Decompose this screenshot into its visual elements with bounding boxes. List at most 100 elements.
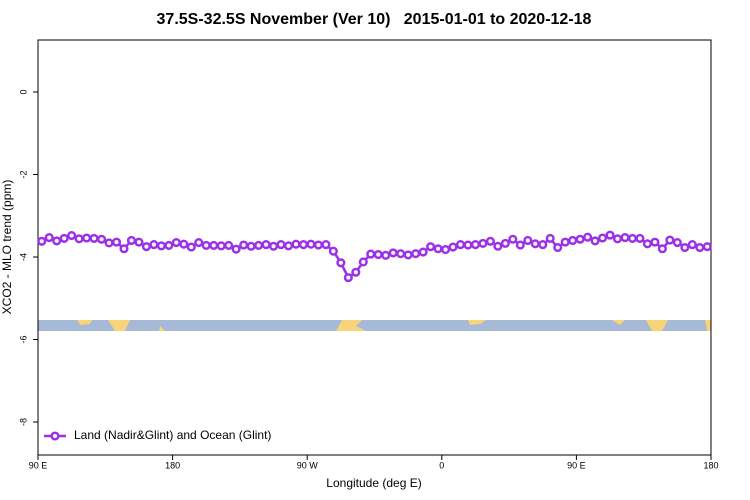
data-point: [313, 240, 323, 250]
data-point: [321, 240, 331, 250]
data-point: [111, 237, 122, 247]
data-point: [306, 239, 316, 249]
data-point: [575, 234, 585, 244]
data-point: [530, 239, 540, 249]
data-point: [336, 258, 346, 268]
data-point: [358, 257, 368, 267]
data-point: [455, 240, 466, 250]
data-point: [695, 242, 705, 253]
data-point: [583, 232, 593, 242]
legend-label: Land (Nadir&Glint) and Ocean (Glint): [74, 428, 271, 442]
data-point: [388, 248, 398, 258]
data-point: [426, 242, 436, 252]
data-point: [276, 240, 286, 250]
data-point: [508, 234, 518, 244]
data-point: [620, 233, 630, 243]
data-point: [448, 242, 458, 252]
data-point: [351, 267, 361, 277]
data-point: [657, 244, 667, 254]
data-point: [254, 240, 264, 250]
data-point: [74, 234, 84, 244]
data-point: [126, 235, 137, 246]
data-point: [104, 238, 114, 248]
x-tick-label: 90 E: [567, 460, 586, 470]
data-point: [635, 233, 645, 243]
data-point: [463, 240, 473, 250]
data-point: [239, 240, 249, 250]
data-point: [283, 241, 294, 251]
data-point: [672, 237, 682, 248]
data-point: [485, 236, 495, 246]
data-point: [568, 235, 578, 246]
data-point: [82, 233, 92, 243]
data-point: [515, 240, 525, 250]
data-point: [209, 240, 219, 250]
data-point: [179, 239, 189, 249]
data-point: [538, 240, 548, 250]
data-point: [269, 241, 279, 251]
data-point: [224, 240, 234, 250]
data-point: [216, 241, 226, 251]
data-point: [553, 242, 563, 253]
data-point: [261, 240, 271, 250]
x-tick-label: 180: [165, 460, 180, 470]
data-point: [687, 240, 697, 250]
legend-marker: [50, 431, 60, 441]
data-point: [291, 239, 301, 249]
data-point: [598, 233, 608, 243]
data-point: [343, 273, 353, 283]
data-point: [440, 245, 451, 255]
y-tick-label: -8: [18, 418, 28, 426]
data-point: [560, 237, 570, 247]
data-point: [186, 242, 196, 252]
data-point: [470, 240, 481, 250]
data-point: [141, 242, 151, 252]
data-point: [52, 236, 62, 246]
y-tick-label: -2: [18, 170, 28, 178]
data-point: [500, 238, 510, 248]
data-point: [134, 237, 144, 247]
data-point: [44, 233, 54, 243]
data-point: [171, 237, 181, 248]
data-point: [433, 244, 443, 254]
data-point: [156, 241, 166, 251]
x-tick-label: 180: [703, 460, 718, 470]
y-tick-label: -6: [18, 335, 28, 343]
data-point: [418, 247, 428, 257]
data-point: [194, 237, 204, 248]
data-point: [612, 234, 623, 244]
data-point: [231, 244, 241, 254]
data-point: [89, 233, 99, 243]
data-point: [627, 233, 638, 243]
data-point: [396, 249, 406, 259]
data-point: [680, 242, 690, 253]
data-point: [59, 233, 69, 243]
data-point: [149, 240, 159, 250]
data-point: [37, 236, 47, 246]
x-axis-label: Longitude (deg E): [326, 476, 421, 490]
x-tick-label: 90 W: [297, 460, 319, 470]
data-point: [119, 244, 129, 254]
data-point: [605, 230, 615, 240]
data-point: [67, 230, 77, 241]
x-tick-label: 90 E: [29, 460, 48, 470]
data-point: [590, 236, 600, 246]
data-point: [381, 250, 391, 260]
data-point: [298, 240, 309, 250]
y-tick-label: -4: [18, 253, 28, 261]
data-point: [201, 240, 211, 250]
data-point: [523, 235, 533, 246]
data-point: [328, 246, 338, 256]
data-point: [403, 250, 413, 260]
data-point: [478, 238, 488, 248]
data-point: [246, 241, 256, 251]
data-point: [642, 239, 652, 249]
data-point: [702, 242, 712, 252]
x-tick-label: 0: [439, 460, 444, 470]
data-point: [97, 234, 107, 244]
data-point: [373, 249, 383, 260]
y-axis-label: XCO2 - MLO trend (ppm): [0, 180, 14, 315]
data-point: [650, 237, 660, 247]
data-point: [545, 233, 555, 243]
